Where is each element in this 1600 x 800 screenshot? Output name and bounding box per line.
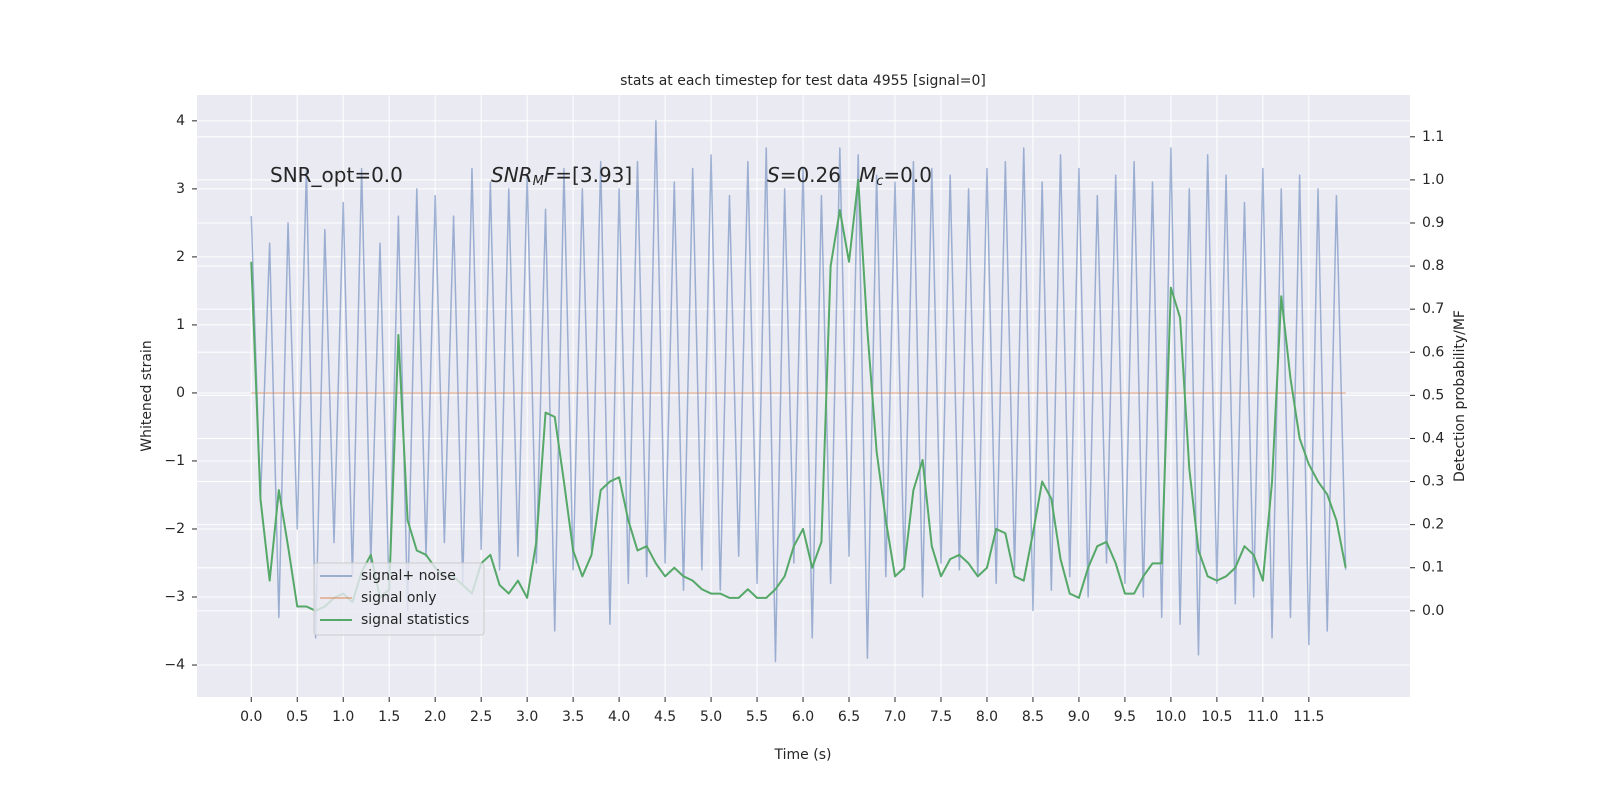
x-tick-label: 3.0	[516, 709, 538, 725]
x-tick-label: 11.5	[1293, 709, 1324, 725]
y-tick-label: 2	[176, 249, 185, 265]
y2-axis-label: Detection probability/MF	[1452, 310, 1468, 482]
y2-tick-label: 0.7	[1422, 301, 1444, 317]
y2-tick-label: 0.4	[1422, 430, 1444, 446]
x-tick-label: 9.0	[1068, 709, 1090, 725]
legend-box	[313, 562, 485, 636]
y2-tick-label: 0.9	[1422, 215, 1444, 231]
annotation-text: M	[859, 163, 876, 187]
y-tick-label: −1	[164, 453, 185, 469]
x-tick-label: 6.5	[838, 709, 860, 725]
y2-tick-label: 0.3	[1422, 474, 1444, 490]
y-tick-label: 4	[176, 113, 185, 129]
y-tick-label: −2	[164, 521, 185, 537]
y-tick-label: 1	[176, 317, 185, 333]
y2-tick-label: 0.0	[1422, 603, 1444, 619]
annotation-text: F	[544, 163, 556, 187]
x-tick-label: 9.5	[1114, 709, 1136, 725]
y-axis-label: Whitened strain	[139, 340, 155, 451]
y2-tick-label: 0.6	[1422, 344, 1444, 360]
x-tick-label: 11.0	[1247, 709, 1278, 725]
annotation: SNR_opt=0.0	[270, 163, 403, 187]
x-tick-label: 1.0	[332, 709, 354, 725]
chart-title: stats at each timestep for test data 495…	[620, 73, 986, 89]
annotation-subscript: c	[876, 174, 883, 189]
annotation-text: SNR	[491, 163, 533, 187]
x-tick-label: 6.0	[792, 709, 814, 725]
annotation: SNRMF=[3.93]	[491, 163, 632, 189]
x-tick-label: 10.5	[1201, 709, 1232, 725]
x-tick-label: 8.5	[1022, 709, 1044, 725]
legend-label: signal+ noise	[361, 568, 456, 584]
x-tick-label: 5.0	[700, 709, 722, 725]
annotation-text: =0.0	[883, 163, 932, 187]
x-tick-label: 7.5	[930, 709, 952, 725]
annotation-text: =0.26	[780, 163, 841, 187]
legend: signal+ noise signal only signal statistic…	[313, 562, 485, 636]
legend-label: signal statistics	[361, 612, 469, 628]
annotation-subscript: M	[533, 174, 544, 189]
x-tick-label: 4.0	[608, 709, 630, 725]
x-tick-label: 0.0	[240, 709, 262, 725]
x-tick-label: 3.5	[562, 709, 584, 725]
y-tick-label: −3	[164, 589, 185, 605]
x-tick-label: 1.5	[378, 709, 400, 725]
legend-label: signal only	[361, 590, 436, 606]
y2-tick-label: 1.0	[1422, 172, 1444, 188]
annotation: S=0.26	[767, 163, 841, 187]
x-tick-label: 8.0	[976, 709, 998, 725]
y-tick-label: 3	[176, 181, 185, 197]
x-tick-label: 7.0	[884, 709, 906, 725]
x-axis-label: Time (s)	[774, 747, 832, 763]
annotation-text: =[3.93]	[555, 163, 632, 187]
x-tick-label: 2.5	[470, 709, 492, 725]
y-tick-label: 0	[176, 385, 185, 401]
x-tick-label: 0.5	[286, 709, 308, 725]
y-tick-label: −4	[164, 657, 185, 673]
x-tick-label: 10.0	[1155, 709, 1186, 725]
y2-tick-label: 0.2	[1422, 517, 1444, 533]
x-tick-label: 4.5	[654, 709, 676, 725]
x-tick-label: 5.5	[746, 709, 768, 725]
y2-tick-label: 1.1	[1422, 129, 1444, 145]
annotation-text: SNR_opt=0.0	[270, 163, 403, 187]
y2-tick-label: 0.8	[1422, 258, 1444, 274]
annotation-text: S	[767, 163, 780, 187]
annotation: Mc=0.0	[859, 163, 932, 189]
x-tick-label: 2.0	[424, 709, 446, 725]
y2-tick-label: 0.5	[1422, 387, 1444, 403]
y2-tick-label: 0.1	[1422, 560, 1444, 576]
